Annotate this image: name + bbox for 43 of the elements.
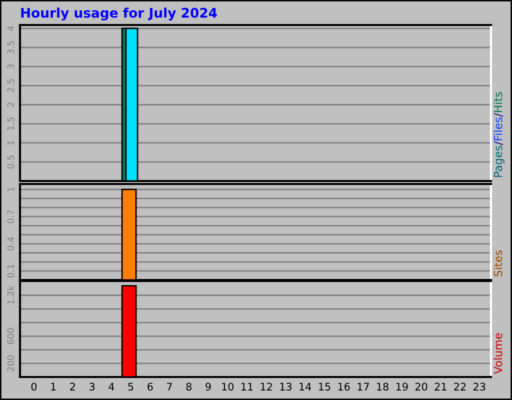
x-tick-label: 7 bbox=[167, 382, 172, 390]
x-tick-label: 11 bbox=[241, 382, 253, 390]
x-tick-label: 16 bbox=[338, 382, 350, 391]
y-axis-title: Pages/Files/Hits bbox=[494, 92, 504, 177]
x-tick-label: 18 bbox=[377, 382, 388, 391]
x-tick-label: 12 bbox=[260, 382, 272, 390]
x-tick-label: 20 bbox=[415, 382, 428, 391]
x-tick-label: 14 bbox=[300, 382, 312, 390]
x-tick-label: 10 bbox=[222, 382, 234, 391]
x-tick-label: 13 bbox=[280, 382, 292, 391]
y-tick-label: 4 bbox=[7, 26, 14, 31]
x-tick-label: 0 bbox=[31, 382, 37, 391]
y-tick-label: 3 bbox=[7, 64, 14, 69]
x-tick-label: 4 bbox=[108, 382, 114, 390]
y-axis-title: Sites bbox=[494, 250, 502, 276]
y-tick-label: 1 bbox=[7, 140, 14, 145]
y-tick-label: 600 bbox=[7, 328, 14, 344]
x-tick-label: 19 bbox=[396, 382, 408, 391]
x-tick-label: 15 bbox=[318, 382, 330, 391]
y-tick-label: 0.5 bbox=[7, 156, 14, 169]
x-tick-label: 5 bbox=[128, 382, 134, 391]
x-tick-label: 17 bbox=[358, 382, 369, 390]
y-tick-label: 1.2k bbox=[7, 286, 14, 304]
y-tick-label: 2.5 bbox=[7, 79, 14, 92]
x-tick-label: 9 bbox=[206, 382, 211, 391]
y-tick-label: 200 bbox=[7, 355, 14, 372]
y-tick-label: 0.7 bbox=[7, 210, 14, 224]
y-axis-title: Volume bbox=[494, 333, 502, 374]
x-tick-label: 1 bbox=[51, 382, 56, 390]
x-tick-label: 8 bbox=[186, 382, 192, 391]
y-tick-label: 3.5 bbox=[7, 41, 14, 54]
x-tick-label: 2 bbox=[70, 382, 75, 390]
y-tick-label: 1 bbox=[7, 187, 14, 192]
x-tick-label: 3 bbox=[90, 382, 95, 391]
x-tick-label: 22 bbox=[454, 382, 466, 390]
y-tick-label: 1.5 bbox=[7, 117, 14, 130]
x-tick-label: 6 bbox=[148, 382, 153, 391]
y-tick-label: 0.1 bbox=[7, 264, 14, 278]
x-tick-label: 21 bbox=[434, 382, 446, 390]
x-tick-label: 23 bbox=[474, 382, 486, 391]
chart-title: Hourly usage for July 2024 bbox=[21, 8, 217, 20]
y-tick-label: 0.4 bbox=[7, 237, 14, 250]
y-tick-label: 2 bbox=[7, 102, 14, 107]
